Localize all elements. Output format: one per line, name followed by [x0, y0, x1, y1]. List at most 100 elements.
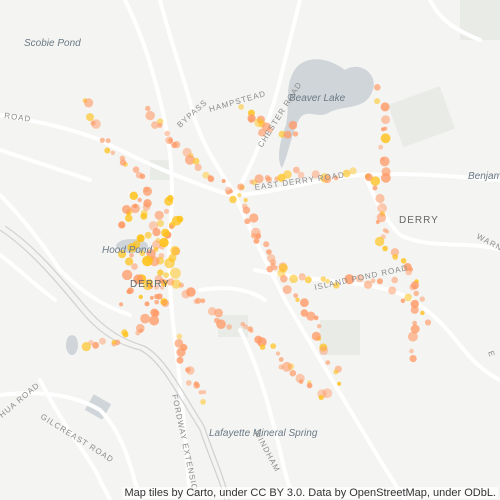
road-label-island-pond: ISLAND POND ROAD — [314, 263, 409, 292]
heat-dot — [266, 249, 272, 255]
heat-dot — [392, 254, 399, 260]
heat-dot — [292, 131, 299, 137]
heat-dot — [168, 138, 174, 144]
heat-dot — [311, 170, 320, 179]
water — [66, 59, 374, 420]
road-label-warner: WARN — [475, 232, 500, 253]
heat-dot — [185, 155, 195, 165]
heat-dot — [129, 191, 138, 200]
heat-dot — [374, 84, 381, 91]
heat-dot — [159, 237, 169, 248]
heat-dot — [355, 274, 364, 283]
heat-dot — [424, 319, 432, 326]
heat-dot — [295, 373, 305, 383]
heat-dot — [99, 137, 105, 143]
heat-dot — [194, 163, 202, 171]
heat-dot — [99, 337, 106, 345]
heat-dot — [238, 104, 245, 110]
heat-dot — [140, 209, 148, 217]
heat-dot — [156, 219, 164, 227]
heat-dot — [375, 220, 380, 224]
heat-dot — [216, 319, 226, 330]
heat-dot — [176, 347, 186, 357]
heat-dot — [391, 276, 399, 284]
heat-dot — [186, 380, 192, 386]
heat-dot — [110, 150, 116, 155]
heat-dot — [378, 144, 384, 150]
heat-dot — [193, 381, 199, 387]
heat-dot — [185, 366, 195, 375]
heat-dot — [316, 324, 322, 329]
heat-dot — [157, 269, 164, 276]
heat-dot — [298, 273, 306, 281]
heat-dot — [182, 147, 192, 157]
heat-dot — [167, 194, 174, 202]
heat-dot — [370, 278, 376, 284]
heat-dot — [202, 390, 207, 395]
heat-dot — [407, 331, 418, 342]
road-label-right-ext: E — [486, 350, 497, 359]
heat-dot — [143, 186, 150, 193]
road-label-hampstead: HAMPSTEAD — [208, 89, 267, 114]
heat-dot — [293, 166, 300, 174]
heat-dot — [244, 218, 251, 225]
road-label-bypass: BYPASS — [175, 98, 209, 130]
heat-dot — [145, 105, 151, 112]
heat-dot — [382, 245, 388, 252]
heat-dot — [413, 290, 420, 297]
heat-dot — [278, 130, 286, 138]
heat-dot — [111, 339, 117, 345]
heat-dot — [333, 282, 340, 289]
heat-dot — [264, 175, 271, 181]
heat-dot — [122, 269, 133, 281]
heat-dot — [171, 279, 181, 289]
heat-dot — [278, 357, 284, 362]
heat-dot — [311, 331, 321, 341]
heat-dot — [118, 250, 127, 259]
heat-dot — [207, 307, 217, 316]
heat-dot — [364, 173, 373, 182]
heat-dot — [322, 388, 333, 399]
heat-dot — [279, 263, 288, 273]
heat-dot — [152, 240, 162, 250]
heat-dot — [136, 234, 145, 243]
town-label-derry-east: DERRY — [399, 215, 439, 226]
heat-dot — [171, 141, 178, 149]
heat-dot — [228, 189, 233, 194]
heat-dot — [410, 299, 419, 309]
heat-dot — [198, 390, 203, 395]
heat-dot — [320, 276, 326, 282]
heat-dot — [131, 263, 138, 270]
place-label-benjamin: Benjam — [468, 171, 500, 182]
heat-dot — [400, 298, 406, 304]
place-label-lafayette: Lafayette Mineral Spring — [209, 428, 318, 439]
heat-dot — [283, 170, 292, 179]
heat-dot — [133, 274, 144, 285]
heat-dot — [168, 254, 177, 262]
heat-dot — [195, 297, 202, 304]
road-label-east-derry: EAST DERRY ROAD — [254, 170, 345, 192]
heat-dot — [169, 224, 174, 230]
heat-dot — [170, 246, 180, 256]
heat-dot — [161, 299, 170, 308]
heat-dot — [125, 214, 133, 222]
heat-dot — [118, 221, 126, 229]
heat-dot — [263, 241, 270, 248]
heat-dot — [388, 286, 397, 295]
heat-dot — [237, 193, 242, 198]
heat-dot — [323, 175, 332, 184]
heat-dot — [400, 258, 407, 264]
heat-dot — [383, 126, 388, 131]
heat-dot — [104, 147, 111, 154]
heat-dot — [370, 176, 381, 186]
place-label-hood-pond: Hood Pond — [102, 245, 153, 256]
heat-dot — [249, 213, 259, 223]
heatmap-layer — [81, 84, 432, 405]
heat-dot — [283, 130, 292, 139]
heat-dot — [379, 156, 390, 167]
heat-dot — [419, 296, 425, 302]
heat-dot — [159, 278, 165, 284]
